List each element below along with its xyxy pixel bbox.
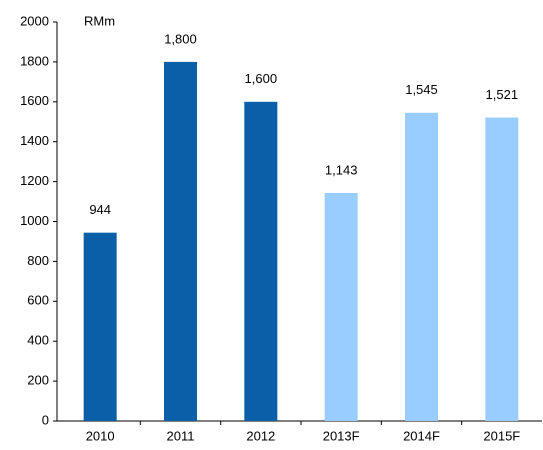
x-tick-label: 2014F xyxy=(403,428,440,443)
bar xyxy=(485,117,519,422)
y-tick-label: 1000 xyxy=(20,213,49,228)
y-tick-label: 800 xyxy=(27,253,49,268)
x-tick-label: 2015F xyxy=(483,428,520,443)
y-tick-label: 600 xyxy=(27,293,49,308)
y-tick-label: 1600 xyxy=(20,93,49,108)
value-label: 1,600 xyxy=(245,71,278,86)
x-tick-label: 2013F xyxy=(323,428,360,443)
bar xyxy=(244,101,278,422)
value-label: 1,800 xyxy=(164,31,197,46)
x-tick-label: 2011 xyxy=(167,428,195,443)
x-tick-label: 2012 xyxy=(246,428,275,443)
value-label: 1,521 xyxy=(486,87,519,102)
y-tick-label: 1400 xyxy=(20,133,49,148)
bar xyxy=(164,61,197,422)
y-tick-label: 200 xyxy=(27,373,49,388)
value-label: 1,143 xyxy=(325,162,358,177)
value-label: 944 xyxy=(89,202,111,217)
y-tick-label: 400 xyxy=(27,333,49,348)
bar xyxy=(405,112,438,422)
value-label: 1,545 xyxy=(405,82,438,97)
y-tick-label: 0 xyxy=(42,412,49,427)
y-axis-unit: RMm xyxy=(84,13,115,28)
y-tick-label: 1200 xyxy=(20,173,49,188)
bar xyxy=(324,192,358,421)
y-tick-label: 2000 xyxy=(20,13,49,28)
x-tick-label: 2010 xyxy=(86,428,115,443)
bar xyxy=(83,232,117,421)
y-tick-label: 1800 xyxy=(20,53,49,68)
